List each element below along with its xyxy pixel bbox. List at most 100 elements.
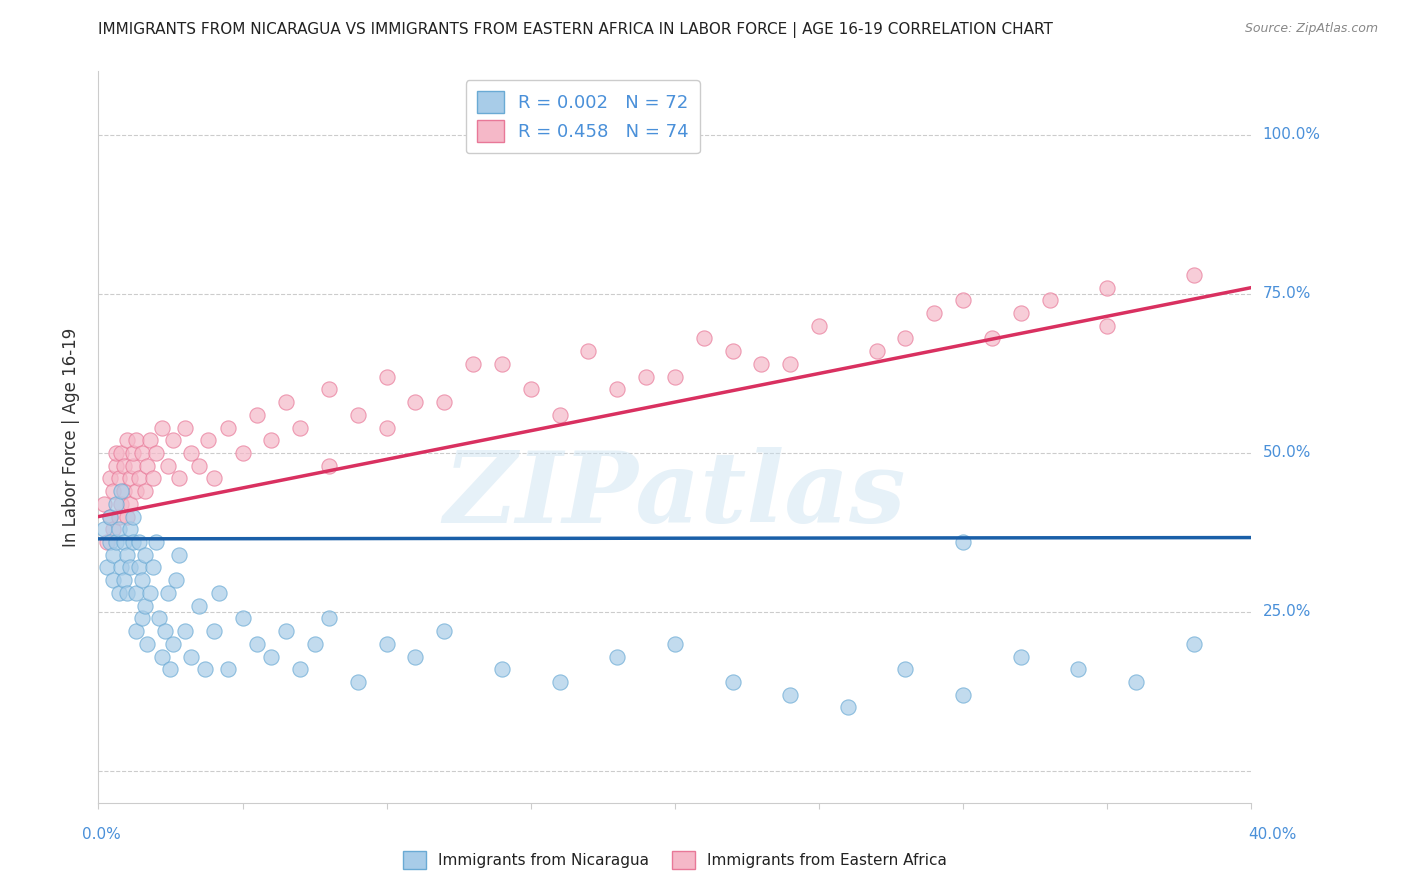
Point	[202, 471, 225, 485]
Point	[1125, 675, 1147, 690]
Point	[107, 522, 129, 536]
Point	[122, 509, 145, 524]
Point	[134, 484, 156, 499]
Point	[1038, 293, 1062, 308]
Text: 100.0%: 100.0%	[1263, 128, 1320, 143]
Point	[952, 535, 974, 549]
Point	[98, 471, 121, 485]
Point	[208, 586, 231, 600]
Point	[167, 548, 190, 562]
Point	[807, 318, 830, 333]
Point	[117, 434, 138, 448]
Point	[197, 434, 219, 448]
Point	[664, 637, 686, 651]
Point	[981, 331, 1004, 345]
Point	[107, 471, 129, 485]
Point	[131, 446, 153, 460]
Point	[405, 395, 427, 409]
Point	[188, 599, 211, 613]
Point	[636, 369, 658, 384]
Point	[120, 471, 142, 485]
Point	[96, 535, 118, 549]
Point	[153, 624, 176, 638]
Legend: R = 0.002   N = 72, R = 0.458   N = 74: R = 0.002 N = 72, R = 0.458 N = 74	[465, 80, 700, 153]
Point	[150, 649, 173, 664]
Point	[112, 573, 135, 587]
Point	[520, 383, 543, 397]
Point	[721, 675, 744, 690]
Point	[1097, 318, 1119, 333]
Point	[1067, 662, 1090, 676]
Point	[274, 395, 297, 409]
Point	[136, 458, 159, 473]
Point	[156, 458, 179, 473]
Point	[125, 434, 148, 448]
Point	[110, 484, 132, 499]
Point	[174, 420, 197, 434]
Point	[180, 446, 202, 460]
Point	[162, 637, 184, 651]
Point	[1182, 637, 1205, 651]
Point	[112, 458, 135, 473]
Point	[136, 637, 159, 651]
Point	[117, 548, 138, 562]
Point	[180, 649, 202, 664]
Point	[194, 662, 217, 676]
Point	[120, 497, 142, 511]
Point	[107, 586, 129, 600]
Point	[134, 548, 156, 562]
Point	[693, 331, 716, 345]
Point	[922, 306, 945, 320]
Point	[491, 662, 513, 676]
Point	[231, 446, 254, 460]
Point	[139, 586, 162, 600]
Point	[101, 522, 124, 536]
Point	[290, 420, 312, 434]
Point	[122, 458, 145, 473]
Point	[721, 344, 744, 359]
Point	[548, 408, 571, 422]
Point	[156, 586, 179, 600]
Point	[318, 383, 340, 397]
Point	[104, 535, 127, 549]
Point	[110, 560, 132, 574]
Point	[122, 535, 145, 549]
Point	[112, 484, 135, 499]
Point	[162, 434, 184, 448]
Point	[952, 688, 974, 702]
Point	[290, 662, 312, 676]
Point	[128, 560, 150, 574]
Point	[1010, 649, 1032, 664]
Point	[1097, 280, 1119, 294]
Point	[751, 357, 773, 371]
Point	[101, 573, 124, 587]
Point	[98, 509, 121, 524]
Point	[246, 637, 269, 651]
Point	[104, 458, 127, 473]
Point	[433, 395, 456, 409]
Text: Source: ZipAtlas.com: Source: ZipAtlas.com	[1244, 22, 1378, 36]
Point	[274, 624, 297, 638]
Text: 25.0%: 25.0%	[1263, 605, 1310, 619]
Point	[952, 293, 974, 308]
Point	[98, 509, 121, 524]
Point	[125, 624, 148, 638]
Point	[165, 573, 187, 587]
Point	[96, 560, 118, 574]
Point	[894, 662, 917, 676]
Point	[260, 434, 283, 448]
Point	[405, 649, 427, 664]
Point	[318, 611, 340, 625]
Point	[606, 649, 628, 664]
Y-axis label: In Labor Force | Age 16-19: In Labor Force | Age 16-19	[62, 327, 80, 547]
Point	[779, 357, 801, 371]
Point	[461, 357, 484, 371]
Point	[93, 522, 115, 536]
Point	[1182, 268, 1205, 282]
Point	[120, 522, 142, 536]
Point	[491, 357, 513, 371]
Point	[606, 383, 628, 397]
Point	[131, 573, 153, 587]
Point	[1010, 306, 1032, 320]
Point	[142, 560, 165, 574]
